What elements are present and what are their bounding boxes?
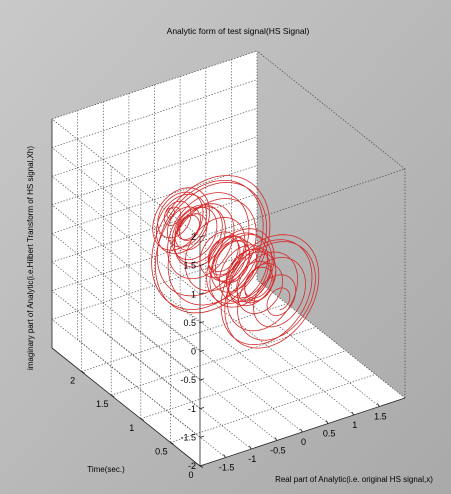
z-tick-label: -1 — [188, 404, 196, 414]
z-tick-mark — [199, 263, 205, 266]
y-tick-label: 1 — [129, 423, 134, 433]
x-tick-mark — [377, 403, 380, 407]
z-tick-mark — [199, 407, 205, 410]
x-tick-label: 0 — [301, 437, 306, 447]
y-tick-mark — [81, 371, 85, 374]
x-tick-label: -0.5 — [270, 446, 286, 456]
z-tick-mark — [199, 321, 205, 324]
x-tick-mark — [300, 428, 303, 433]
x-tick-mark — [223, 454, 226, 458]
z-tick-label: 0.5 — [183, 318, 196, 328]
z-tick-label: 2 — [191, 232, 196, 242]
z-tick-label: -1.5 — [180, 432, 196, 442]
x-tick-label: 1.5 — [374, 412, 387, 422]
y-tick-label: 0 — [188, 470, 193, 480]
x-tick-label: -1 — [248, 454, 256, 464]
y-tick-label: 0.5 — [155, 446, 168, 456]
y-tick-mark — [170, 442, 174, 445]
z-tick-label: -0.5 — [180, 375, 196, 385]
x-tick-label: 1 — [352, 420, 357, 430]
tick-labels: -2 -1.5 -1 -0.5 0 0.5 1 1.5 2 0 0.5 1 1.5 2 -1.5 -1 -0.5… — [70, 232, 387, 480]
y-tick-label: 1.5 — [96, 399, 109, 409]
z-tick-mark — [199, 464, 205, 467]
x-axis-label: Real part of Analytic(i.e. original HS s… — [275, 475, 433, 484]
z-tick-mark — [199, 378, 205, 381]
z-tick-label: 1.5 — [183, 261, 196, 271]
x-tick-label: -1.5 — [219, 463, 235, 473]
x-tick-mark — [325, 420, 329, 424]
z-tick-label: 0 — [191, 347, 196, 357]
y-tick-label: 2 — [70, 376, 75, 386]
z-tick-label: 1 — [191, 289, 196, 299]
z-tick-mark — [199, 435, 205, 438]
y-tick-mark — [199, 465, 204, 468]
chart-title: Analytic form of test signal(HS Signal) — [167, 26, 310, 36]
grid-lines — [51, 59, 380, 458]
signal-trace — [151, 175, 320, 349]
x-tick-mark — [351, 411, 355, 416]
z-tick-label: -2 — [188, 461, 196, 471]
edge-left-floor — [51, 347, 201, 467]
y-axis-label: Time(sec.) — [87, 465, 125, 474]
z-tick-mark — [199, 349, 205, 352]
y-tick-mark — [111, 394, 115, 398]
z-axis-label: imaginary part of Analytic(i.e.Hilbert T… — [26, 146, 35, 370]
z-tick-mark — [199, 292, 205, 295]
series-line — [151, 175, 320, 349]
x-tick-mark — [274, 437, 278, 441]
y-tick-mark — [140, 418, 144, 421]
z-tick-mark — [199, 235, 205, 238]
x-tick-label: 0.5 — [323, 429, 336, 439]
x-tick-mark — [248, 445, 252, 450]
